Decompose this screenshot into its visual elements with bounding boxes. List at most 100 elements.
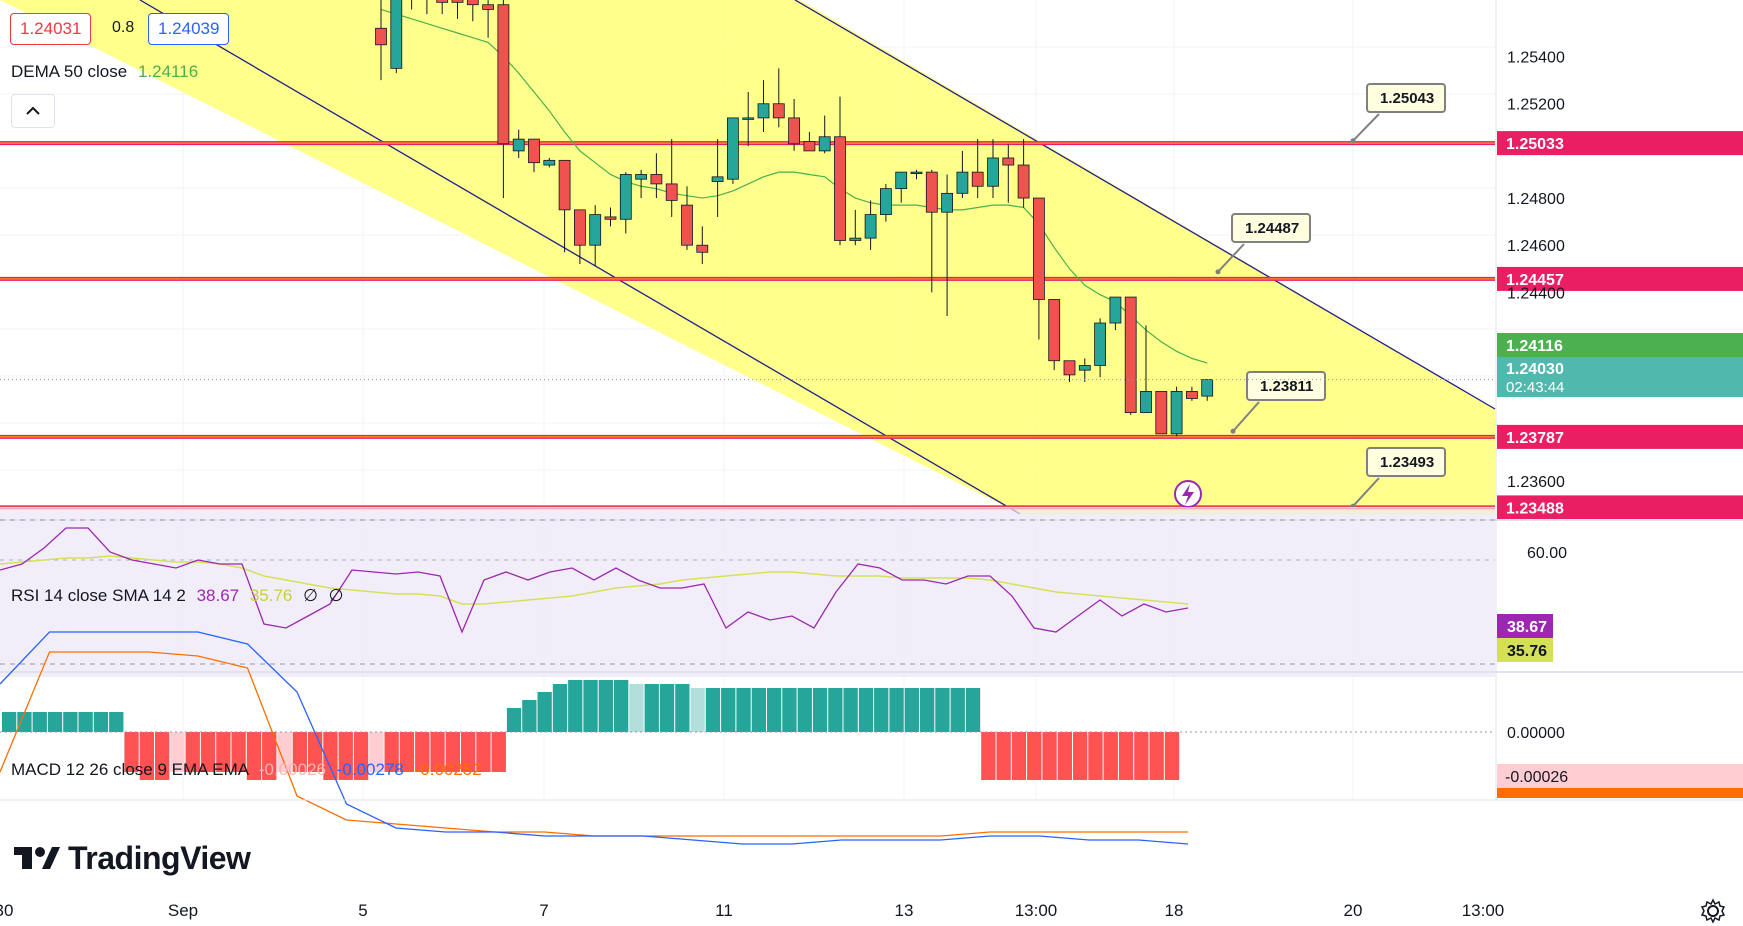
last-price-badge-label: 1.24030	[1506, 361, 1564, 378]
candle-body	[375, 27, 387, 46]
macd-histogram-bar	[185, 732, 200, 772]
macd-histogram-bar	[659, 684, 675, 732]
dema-legend[interactable]: DEMA 50 close 1.24116	[11, 62, 198, 82]
macd-histogram-bar	[109, 712, 124, 732]
macd-histogram-bar	[598, 680, 613, 732]
callout-pointer	[1352, 477, 1380, 507]
candle-body	[558, 159, 571, 211]
macd-histogram-bar	[1164, 732, 1180, 780]
candle-body	[1109, 296, 1122, 324]
rsi-legend[interactable]: RSI 14 close SMA 14 2 38.67 35.76 ∅ ∅	[11, 586, 343, 606]
candle-body	[574, 209, 586, 246]
candle-body	[971, 171, 984, 187]
candle-body	[1201, 379, 1214, 397]
macd-histogram-bar	[1073, 732, 1088, 780]
candle-body	[742, 117, 755, 120]
macd-histogram-bar	[920, 688, 935, 732]
candle-body	[834, 136, 846, 241]
macd-histogram-bar	[904, 688, 919, 732]
candle-body	[1078, 365, 1091, 371]
dema-legend-name: DEMA 50 close	[11, 62, 128, 81]
channel-upper-line	[794, 0, 1496, 410]
candle-body	[727, 117, 739, 180]
gear-icon[interactable]	[1700, 898, 1726, 924]
macd-histogram-bar	[675, 684, 690, 732]
candle-body	[803, 141, 816, 152]
macd-histogram-bar	[1149, 732, 1164, 780]
macd-hist-badge-label: -0.00026	[1505, 769, 1568, 786]
macd-histogram-bar	[797, 688, 812, 732]
callout-anchor	[1350, 138, 1356, 144]
macd-line	[0, 631, 1189, 845]
candle-body	[696, 244, 709, 253]
bid-price-box[interactable]: 1.24031	[10, 13, 92, 45]
candle-body	[757, 103, 770, 119]
macd-histogram-bar	[1088, 732, 1103, 780]
macd-histogram-bar	[124, 732, 139, 772]
chevron-up-icon	[26, 106, 40, 115]
candle-body	[895, 171, 908, 190]
level-price-badge	[1497, 424, 1743, 449]
rsi-band-fill	[0, 507, 1495, 677]
macd-histogram-bar	[522, 700, 537, 732]
callout-box	[1366, 83, 1446, 113]
rsi-value-badge-label: 38.67	[1507, 619, 1547, 636]
rsi-line	[0, 527, 1189, 634]
macd-histogram-bar	[399, 732, 415, 772]
macd-legend[interactable]: MACD 12 26 close 9 EMA EMA -0.00026 -0.0…	[11, 760, 482, 780]
macd-histogram-bar	[200, 732, 216, 772]
candle-body	[512, 138, 525, 152]
rsi-value-badge	[1497, 614, 1553, 638]
ask-price-box[interactable]: 1.24039	[148, 13, 230, 45]
price-axis-tick: 1.24800	[1507, 191, 1565, 208]
time-axis-tick: 13:00	[1462, 901, 1505, 920]
macd-histogram-bar	[32, 712, 47, 732]
level-price-label: 1.23488	[1506, 500, 1564, 517]
candle-body	[604, 216, 617, 220]
candle-body	[772, 103, 785, 119]
candle-body	[941, 192, 953, 213]
macd-histogram-bar	[1042, 732, 1057, 780]
macd-histogram-bar	[751, 688, 766, 732]
macd-histogram-bar	[1118, 732, 1134, 780]
callout-pointer	[1217, 243, 1245, 273]
macd-histogram-bar	[277, 732, 292, 772]
tradingview-logo[interactable]: TradingView	[14, 838, 251, 878]
price-axis-tick: 1.24600	[1507, 238, 1565, 255]
candle-body	[1063, 360, 1076, 376]
dema-price-badge	[1497, 333, 1743, 357]
macd-histogram-bar	[1011, 732, 1027, 780]
macd-histogram-bar	[828, 688, 843, 732]
macd-histogram-bar	[767, 688, 782, 732]
macd-histogram-bar	[415, 732, 430, 772]
macd-histogram-bar	[736, 688, 751, 732]
lightning-icon-bolt	[1182, 484, 1194, 505]
candle-body	[1017, 164, 1030, 199]
macd-histogram-bar	[629, 684, 644, 732]
rsi-legend-value: 38.67	[196, 586, 240, 605]
macd-histogram-bar	[552, 684, 568, 732]
time-axis-tick: Sep	[168, 901, 198, 920]
macd-histogram-bar	[583, 680, 598, 732]
macd-histogram-bar	[353, 732, 369, 780]
macd-histogram-bar	[981, 732, 996, 780]
rsi-legend-extra1: ∅	[303, 586, 318, 605]
time-axis-tick: 11	[715, 901, 733, 920]
level-price-badge	[1497, 131, 1743, 156]
callout-label: 1.25043	[1380, 90, 1434, 107]
macd-histogram-bar	[384, 732, 399, 772]
collapse-legend-button[interactable]	[11, 94, 55, 128]
candle-body	[436, 0, 449, 3]
countdown-timer-label: 02:43:44	[1506, 379, 1564, 396]
macd-axis-tick: 0.00000	[1507, 725, 1565, 742]
candle-body	[788, 117, 800, 145]
macd-hist-badge	[1497, 764, 1743, 788]
macd-histogram-bar	[292, 732, 307, 772]
macd-histogram-bar	[690, 688, 705, 732]
callout-pointer	[1232, 401, 1260, 432]
macd-histogram-bar	[568, 680, 583, 732]
candle-body	[711, 176, 724, 182]
level-price-label: 1.24457	[1506, 272, 1564, 289]
callout-pointer	[1352, 113, 1380, 142]
